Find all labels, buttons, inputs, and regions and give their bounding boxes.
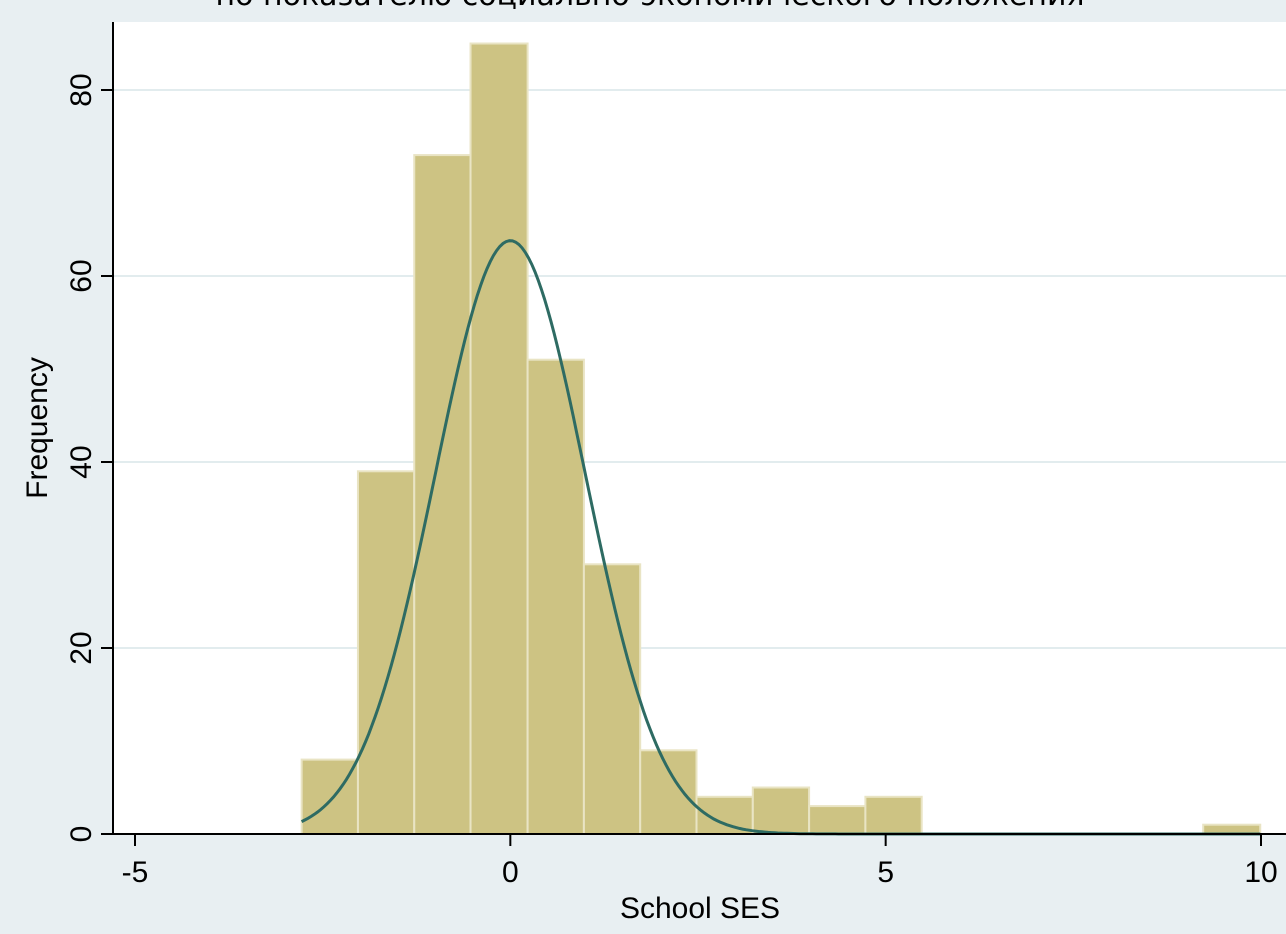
- y-tick-label: 20: [65, 631, 98, 664]
- y-tick-label: 40: [65, 445, 98, 478]
- histogram-bar: [582, 563, 642, 835]
- histogram-bar: [808, 805, 867, 835]
- grid-lines: [113, 89, 1286, 649]
- x-tick-label: 5: [877, 856, 894, 889]
- x-tick-label: 0: [502, 856, 519, 889]
- histogram-bar: [751, 786, 811, 835]
- histogram-bar: [469, 42, 529, 835]
- x-tick-label: 10: [1244, 856, 1277, 889]
- histogram-bar: [864, 795, 923, 835]
- x-tick-label: -5: [122, 856, 149, 889]
- y-axis-ticks: 0 20 40 60 80: [65, 73, 113, 842]
- histogram-bar: [300, 758, 359, 835]
- histogram-bar: [639, 749, 698, 835]
- y-tick-label: 80: [65, 73, 98, 106]
- histogram-bar: [356, 470, 416, 835]
- x-axis-ticks: -5 0 5 10: [122, 834, 1278, 889]
- y-axis-title: Frequency: [21, 357, 54, 499]
- axes: [112, 22, 1286, 835]
- x-axis-title: School SES: [620, 892, 780, 925]
- plot-area: [113, 22, 1286, 834]
- y-tick-label: 60: [65, 259, 98, 292]
- chart-title: по показателю социально-экономического п…: [216, 0, 1085, 13]
- y-tick-label: 0: [65, 826, 98, 843]
- histogram-bar: [413, 154, 472, 836]
